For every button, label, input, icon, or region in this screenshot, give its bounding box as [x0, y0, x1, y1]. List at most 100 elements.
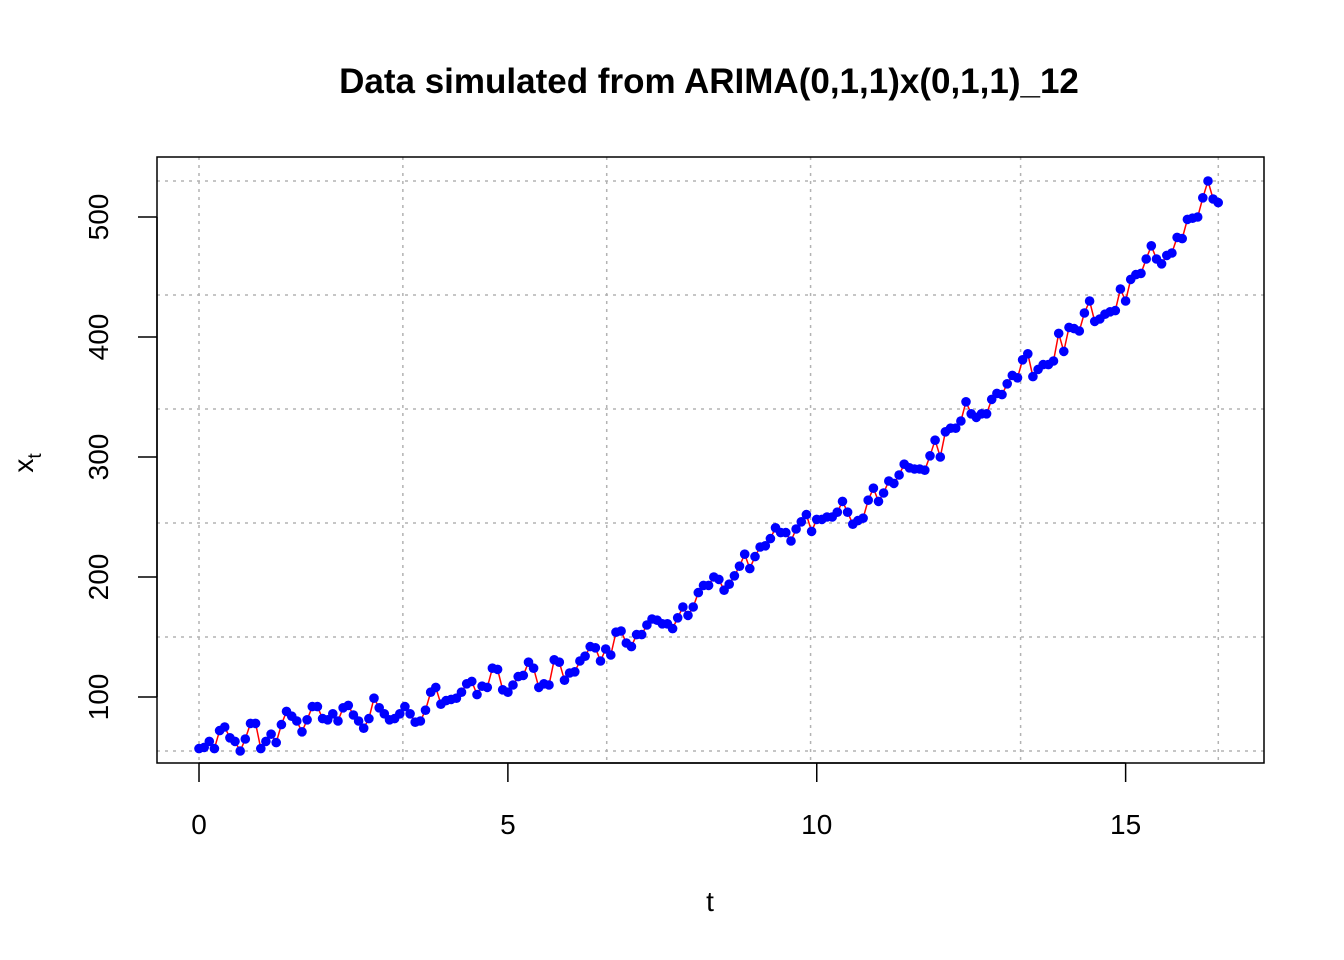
data-point	[878, 488, 889, 498]
x-axis-label: t	[706, 886, 714, 917]
y-axis-label-subscript: t	[25, 453, 46, 459]
data-point	[266, 729, 276, 739]
y-tick-label: 300	[83, 434, 114, 481]
y-axis-label-base: x	[8, 459, 39, 473]
data-point	[636, 629, 647, 640]
data-point	[554, 657, 565, 667]
grid-lines	[157, 157, 1264, 763]
data-point	[1141, 254, 1151, 264]
data-point	[570, 667, 580, 677]
data-point	[1115, 284, 1126, 294]
data-point	[580, 651, 590, 661]
data-point	[1136, 268, 1146, 279]
data-point	[235, 746, 245, 756]
data-point	[250, 718, 261, 729]
data-point	[837, 496, 848, 507]
data-point	[693, 587, 704, 598]
data-point	[950, 423, 961, 434]
data-point	[760, 541, 771, 551]
data-point	[219, 722, 230, 732]
data-point	[302, 715, 312, 725]
data-point	[209, 743, 220, 754]
data-point	[1023, 349, 1033, 359]
data-point	[688, 602, 698, 612]
data-point	[873, 496, 884, 507]
data-point	[626, 641, 637, 652]
data-point	[930, 435, 940, 446]
data-series	[194, 176, 1223, 756]
x-tick-label: 0	[191, 809, 207, 840]
data-point	[894, 470, 904, 480]
data-point	[1084, 296, 1095, 306]
data-point	[729, 571, 740, 581]
data-point	[606, 650, 616, 660]
data-point	[667, 623, 678, 634]
data-point	[255, 743, 266, 754]
data-point	[791, 524, 801, 534]
data-point	[544, 680, 554, 690]
data-point	[508, 680, 518, 690]
y-tick-label: 400	[83, 314, 114, 361]
data-point	[1002, 379, 1012, 389]
data-point	[472, 689, 482, 700]
data-point	[714, 574, 724, 585]
data-point	[1213, 197, 1223, 208]
data-point	[1167, 248, 1177, 258]
data-point	[1203, 176, 1213, 186]
data-point	[1110, 305, 1121, 316]
data-point	[230, 736, 240, 747]
data-point	[271, 737, 282, 748]
data-point	[358, 723, 369, 733]
data-point	[806, 526, 817, 537]
data-point	[1059, 346, 1069, 357]
data-point	[595, 656, 606, 666]
data-point	[956, 416, 966, 426]
series-line	[198, 178, 1219, 753]
data-point	[364, 713, 374, 724]
data-point	[935, 452, 946, 462]
data-point	[1198, 193, 1208, 203]
data-point	[518, 670, 529, 681]
data-point	[353, 716, 364, 726]
data-point	[750, 551, 760, 562]
data-point	[739, 549, 750, 559]
data-point	[703, 580, 714, 591]
data-point	[467, 676, 477, 687]
data-point	[863, 495, 873, 506]
data-point	[559, 675, 570, 685]
data-point	[333, 716, 343, 726]
data-point	[1079, 308, 1090, 318]
data-point	[420, 705, 431, 715]
data-point	[292, 716, 302, 726]
data-point	[1156, 259, 1167, 269]
data-point	[796, 517, 807, 527]
data-point	[590, 643, 601, 653]
data-point	[1177, 233, 1187, 244]
x-tick-label: 15	[1110, 809, 1141, 840]
data-point	[405, 709, 415, 719]
data-point	[503, 687, 513, 697]
axes: 0 5 10 15 100 200 300 400 500	[83, 194, 1141, 840]
data-point	[204, 736, 215, 747]
data-point	[415, 716, 426, 726]
data-point	[868, 483, 879, 494]
data-point	[1053, 328, 1064, 339]
data-point	[482, 682, 493, 693]
data-point	[492, 664, 503, 675]
plot-frame	[156, 156, 1265, 764]
data-point	[343, 700, 354, 711]
data-point	[801, 509, 812, 520]
data-point	[261, 736, 271, 747]
data-point	[672, 613, 683, 623]
data-point	[1074, 326, 1085, 336]
data-point	[981, 409, 992, 419]
data-point	[683, 610, 693, 621]
data-point	[678, 602, 688, 612]
data-point	[961, 397, 971, 407]
data-point	[297, 727, 307, 737]
data-point	[765, 533, 776, 544]
data-point	[1120, 296, 1131, 306]
data-point	[395, 709, 405, 719]
data-point	[786, 536, 796, 546]
